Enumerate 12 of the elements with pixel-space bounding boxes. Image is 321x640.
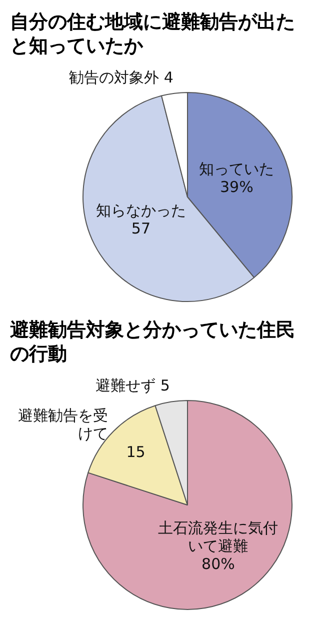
slice-label: 避難勧告を受けて: [18, 406, 108, 442]
slice-label: 知らなかった: [96, 202, 186, 220]
chart-title: 避難勧告対象と分かっていた住民の行動: [9, 318, 296, 366]
data-label: 15: [126, 443, 146, 462]
chart-title: 自分の住む地域に避難勧告が出たと知っていたか: [9, 10, 296, 58]
data-label: 80%: [202, 555, 235, 574]
data-label: 57: [131, 220, 150, 238]
slice-label: 知っていた: [199, 160, 274, 178]
slice-label: 勧告の対象外 4: [69, 68, 174, 86]
slice-label: 土石流発生に気付いて避難: [158, 519, 278, 556]
data-label: 39%: [220, 178, 254, 196]
slice-label: 避難せず 5: [96, 376, 170, 394]
